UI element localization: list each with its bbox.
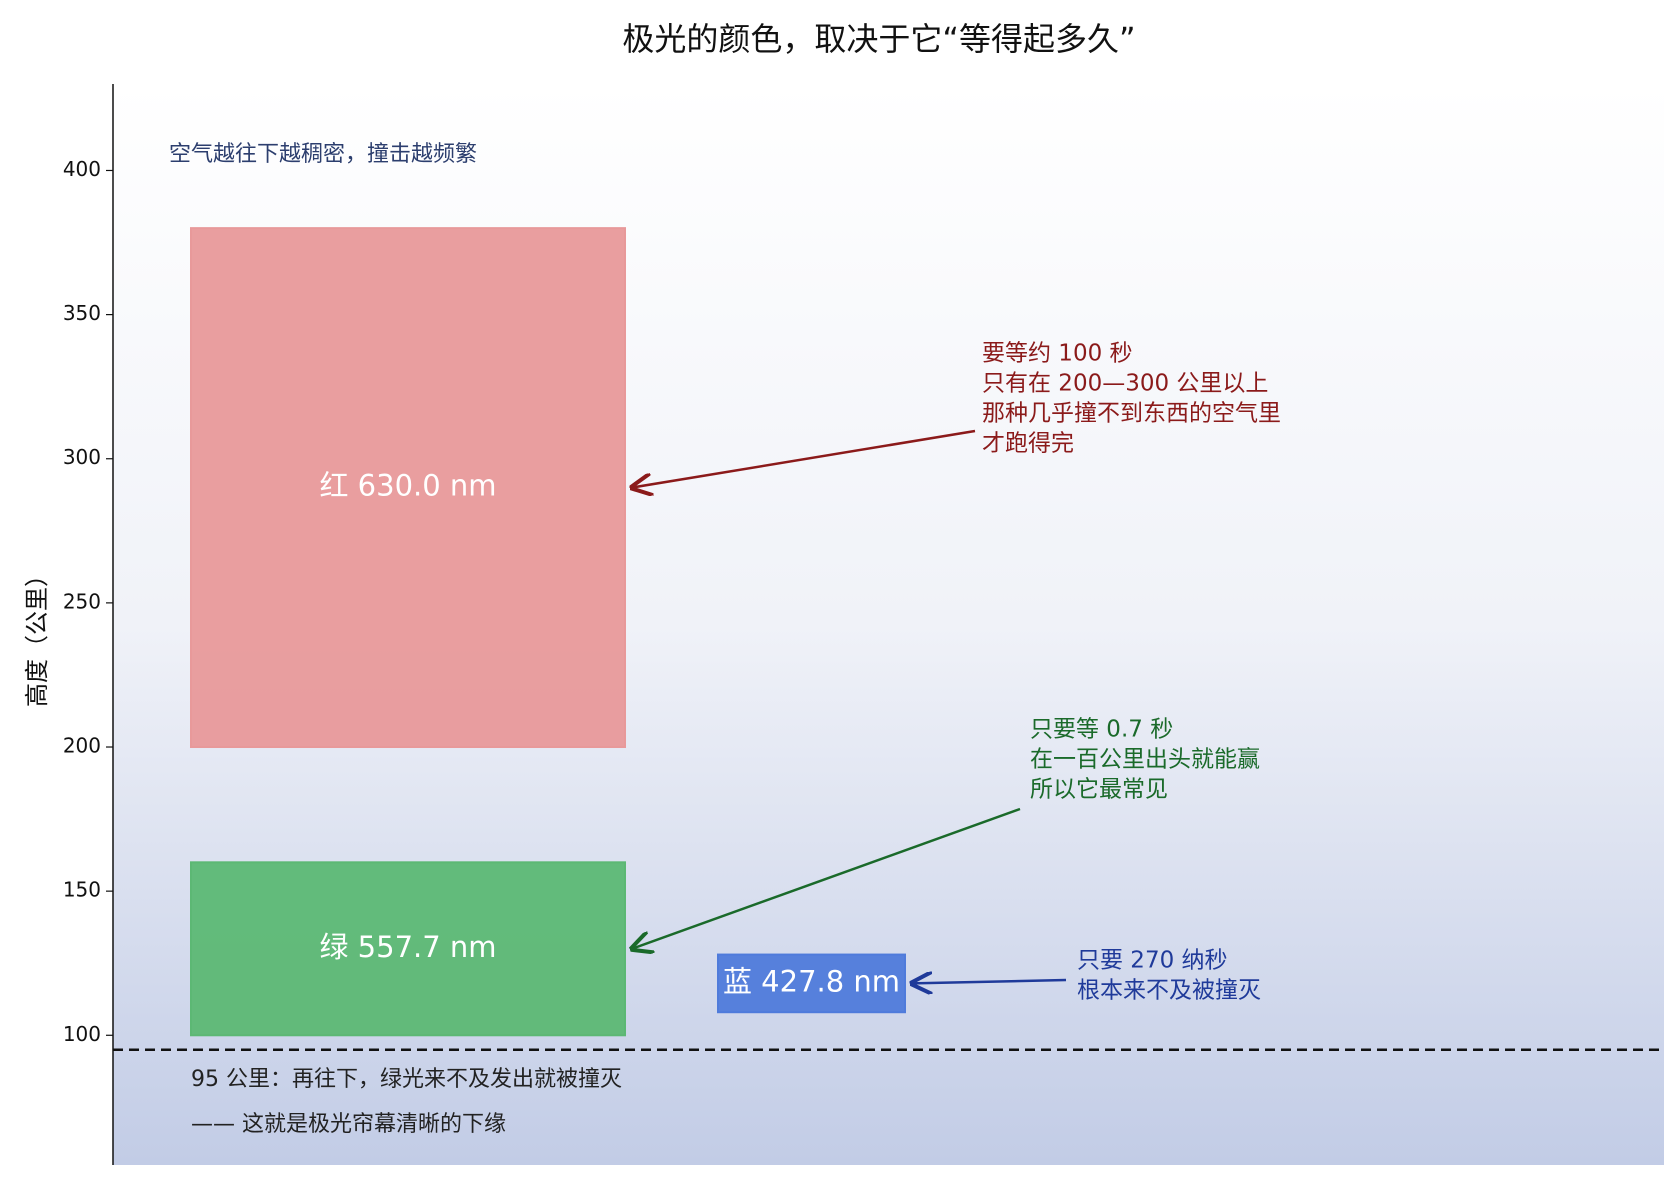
annotation: 那种几乎撞不到东西的空气里 xyxy=(982,401,1281,427)
annotation-arrow xyxy=(912,980,1067,983)
threshold-note: —— 这就是极光帘幕清晰的下缘 xyxy=(191,1112,506,1137)
bar-label: 蓝 427.8 nm xyxy=(723,964,900,998)
note: 空气越往下越稠密，撞击越频繁 xyxy=(169,142,477,167)
annotation: 只要等 0.7 秒 xyxy=(1030,717,1173,743)
annotation: 根本来不及被撞灭 xyxy=(1077,978,1261,1004)
y-tick-label: 100 xyxy=(63,1022,101,1046)
annotation: 在一百公里出头就能赢 xyxy=(1030,747,1260,773)
bar xyxy=(190,227,626,749)
y-tick-label: 350 xyxy=(63,301,101,325)
annotation-arrow xyxy=(632,429,976,488)
chart-title: 极光的颜色，取决于它“等得起多久” xyxy=(622,20,1135,58)
y-axis-label: 高度（公里） xyxy=(23,563,51,707)
threshold-note: 95 公里：再往下，绿光来不及发出就被撞灭 xyxy=(191,1067,622,1092)
y-tick-label: 300 xyxy=(63,445,101,469)
bar xyxy=(190,861,626,1037)
bar-label: 绿 557.7 nm xyxy=(319,930,496,964)
y-tick-label: 200 xyxy=(63,734,101,758)
y-tick-label: 400 xyxy=(63,157,101,181)
y-tick-label: 250 xyxy=(63,589,101,613)
annotation: 才跑得完 xyxy=(982,431,1074,457)
annotation: 只有在 200—300 公里以上 xyxy=(982,371,1268,397)
y-tick-label: 150 xyxy=(63,878,101,902)
bar xyxy=(717,953,906,1014)
annotation: 要等约 100 秒 xyxy=(982,341,1133,367)
annotation-arrow xyxy=(632,807,1021,949)
bar-label: 红 630.0 nm xyxy=(319,469,496,503)
annotation: 只要 270 纳秒 xyxy=(1077,948,1228,974)
annotation: 所以它最常见 xyxy=(1030,777,1168,803)
